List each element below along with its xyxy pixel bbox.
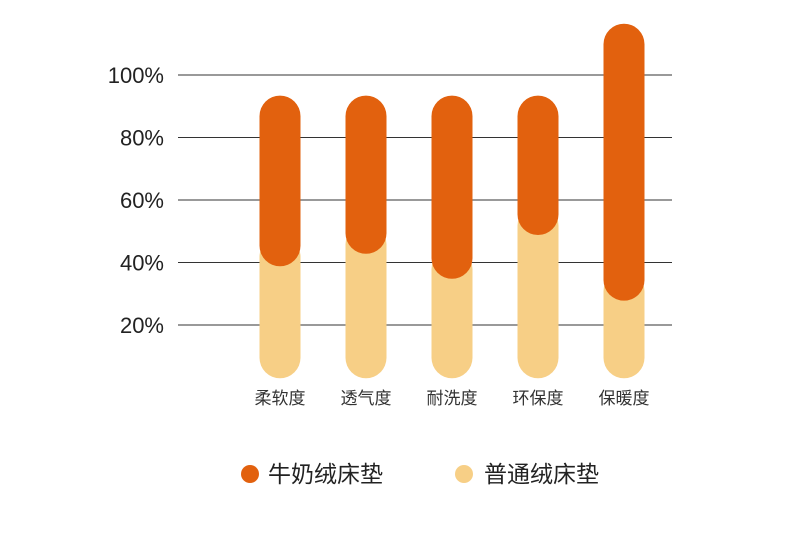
- legend-label: 普通绒床垫: [484, 462, 599, 488]
- x-tick-label: 环保度: [513, 389, 564, 409]
- gridlines: [178, 74, 672, 326]
- bar-牛奶绒床垫: [431, 95, 473, 279]
- x-tick-label: 透气度: [341, 389, 392, 409]
- bars: [259, 23, 645, 379]
- x-axis-ticks: 柔软度 透气度 耐洗度 环保度 保暖度: [255, 389, 650, 409]
- x-tick-label: 柔软度: [255, 389, 306, 409]
- legend-swatch: [455, 465, 473, 483]
- legend-swatch: [241, 465, 259, 483]
- y-tick-label: 20%: [120, 313, 164, 338]
- bar-牛奶绒床垫: [259, 95, 301, 267]
- bar-普通绒床垫: [431, 248, 473, 379]
- y-tick-label: 40%: [120, 251, 164, 276]
- y-axis-ticks: 20% 40% 60% 80% 100%: [108, 63, 164, 338]
- bar-牛奶绒床垫: [603, 23, 645, 301]
- x-tick-label: 保暖度: [599, 389, 650, 409]
- bar-普通绒床垫: [517, 205, 559, 379]
- bar-牛奶绒床垫: [345, 95, 387, 254]
- legend-label: 牛奶绒床垫: [268, 462, 383, 488]
- x-tick-label: 耐洗度: [427, 389, 478, 409]
- y-tick-label: 100%: [108, 63, 164, 88]
- bar-普通绒床垫: [259, 236, 301, 379]
- legend: 牛奶绒床垫 普通绒床垫: [241, 462, 599, 488]
- bar-牛奶绒床垫: [517, 95, 559, 235]
- y-tick-label: 80%: [120, 126, 164, 151]
- y-tick-label: 60%: [120, 188, 164, 213]
- bar-普通绒床垫: [345, 223, 387, 379]
